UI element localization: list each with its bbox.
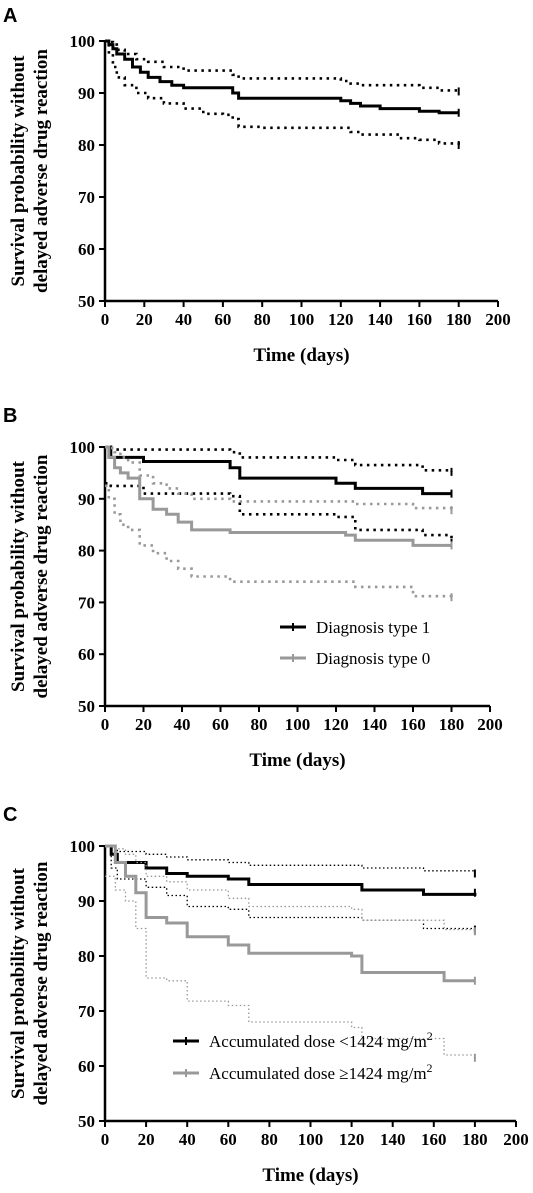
y-tick-label: 100 — [70, 837, 96, 856]
ci-line-4 — [105, 845, 476, 932]
y-tick-label: 70 — [78, 1002, 95, 1021]
x-tick-label: 20 — [136, 310, 153, 329]
y-tick-label: 70 — [78, 188, 95, 207]
legend-superscript: 2 — [427, 1029, 433, 1043]
y-tick-label: 90 — [78, 84, 95, 103]
x-tick-label: 60 — [220, 1130, 237, 1149]
survival-line-3 — [105, 844, 475, 983]
legend-label: Diagnosis type 1 — [316, 618, 430, 637]
x-tick-label: 140 — [367, 310, 393, 329]
x-axis-title: Time (days) — [262, 1165, 358, 1186]
y-tick-label: 90 — [78, 892, 95, 911]
ci-line-2 — [105, 39, 460, 145]
legend-superscript: 2 — [427, 1061, 433, 1075]
y-tick-label: 60 — [78, 1057, 95, 1076]
y-tick-label: 60 — [78, 645, 95, 664]
x-tick-label: 100 — [298, 1130, 324, 1149]
panel-c: C 50 60 70 80 90 100 0 20 40 60 80 100 120 140 160 180 20… — [3, 804, 529, 1186]
x-tick-label: 40 — [175, 310, 192, 329]
x-tick-label: 120 — [328, 310, 354, 329]
x-tick-label: 160 — [421, 1130, 447, 1149]
x-tick-label: 140 — [362, 715, 388, 734]
y-tick-label: 70 — [78, 593, 95, 612]
x-tick-label: 200 — [485, 310, 511, 329]
x-tick-label: 100 — [289, 310, 315, 329]
x-tick-label: 160 — [407, 310, 433, 329]
panel-letter: C — [3, 804, 17, 826]
y-axis-title-line2: delayed adverse drug reaction — [31, 861, 52, 1105]
x-tick-label: 20 — [135, 715, 152, 734]
y-tick-label: 90 — [78, 490, 95, 509]
survival-line-0 — [105, 39, 459, 115]
x-tick-label: 80 — [261, 1130, 278, 1149]
x-tick-label: 140 — [380, 1130, 406, 1149]
y-tick-label: 80 — [78, 947, 95, 966]
survival-line-0 — [105, 445, 452, 496]
y-axis-title-line2: delayed adverse drug reaction — [31, 454, 52, 698]
x-axis-title: Time (days) — [249, 750, 345, 771]
legend-label: Accumulated dose ≥1424 mg/m2 — [209, 1061, 433, 1083]
y-tick-label: 80 — [78, 542, 95, 561]
x-tick-label: 60 — [212, 715, 229, 734]
ci-line-1 — [105, 39, 460, 92]
y-axis-title-line1: Survival probability without — [8, 460, 29, 692]
x-tick-label: 40 — [174, 715, 191, 734]
x-tick-label: 180 — [439, 715, 465, 734]
y-tick-label: 80 — [78, 136, 95, 155]
panel-letter: A — [3, 5, 17, 27]
x-tick-label: 120 — [323, 715, 349, 734]
x-tick-label: 100 — [285, 715, 311, 734]
y-axis-title-line1: Survival probability without — [8, 55, 29, 287]
panel-a: A 50 60 70 80 90 100 0 20 40 60 80 100 120 140 160 180 20… — [3, 5, 511, 366]
x-tick-label: 200 — [503, 1130, 529, 1149]
x-tick-label: 80 — [254, 310, 271, 329]
ci-line-5 — [105, 875, 476, 1058]
survival-line-0 — [105, 844, 477, 896]
x-tick-label: 20 — [138, 1130, 155, 1149]
ci-line-1 — [105, 445, 453, 472]
legend-label: Diagnosis type 0 — [316, 649, 430, 668]
y-tick-label: 50 — [78, 1112, 95, 1131]
x-tick-label: 160 — [400, 715, 426, 734]
x-tick-label: 0 — [101, 1130, 110, 1149]
y-tick-label: 100 — [70, 438, 96, 457]
y-tick-label: 100 — [70, 32, 96, 51]
x-tick-label: 200 — [477, 715, 503, 734]
legend-label: Accumulated dose <1424 mg/m2 — [209, 1029, 433, 1051]
y-tick-label: 50 — [78, 292, 95, 311]
y-tick-label: 60 — [78, 240, 95, 259]
x-tick-label: 180 — [446, 310, 472, 329]
y-axis-title-line2: delayed adverse drug reaction — [31, 49, 52, 293]
x-tick-label: 180 — [462, 1130, 488, 1149]
ci-line-1 — [105, 845, 476, 874]
x-tick-label: 0 — [101, 715, 110, 734]
y-tick-label: 50 — [78, 697, 95, 716]
x-tick-label: 60 — [214, 310, 231, 329]
panel-letter: B — [3, 405, 17, 427]
x-tick-label: 0 — [101, 310, 110, 329]
x-axis-title: Time (days) — [253, 345, 349, 366]
y-axis-title-line1: Survival probability without — [8, 867, 29, 1099]
ci-line-2 — [105, 481, 453, 543]
x-tick-label: 120 — [339, 1130, 365, 1149]
x-tick-label: 80 — [251, 715, 268, 734]
x-tick-label: 40 — [179, 1130, 196, 1149]
survival-line-3 — [105, 445, 452, 547]
panel-b: B 50 60 70 80 90 100 0 20 40 60 80 100 120 140 160 180 20… — [3, 405, 503, 771]
